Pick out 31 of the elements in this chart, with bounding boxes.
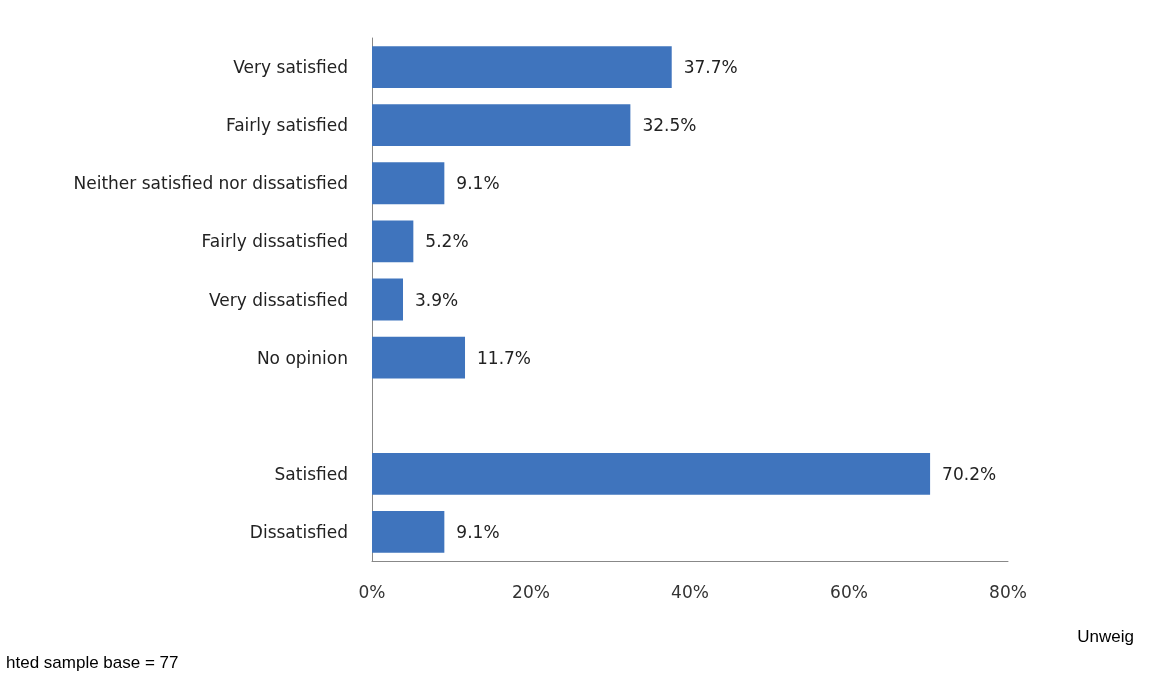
y-tick-label: Dissatisfied xyxy=(249,521,348,542)
data-label: 9.1% xyxy=(456,521,500,542)
bar xyxy=(372,46,672,88)
y-tick-label: No opinion xyxy=(256,347,348,368)
data-label: 37.7% xyxy=(683,57,738,78)
y-tick-label: Fairly satisfied xyxy=(225,115,348,136)
y-tick-label: Fairly dissatisfied xyxy=(201,231,348,252)
bar xyxy=(372,104,631,147)
bar xyxy=(372,336,466,379)
data-label: 70.2% xyxy=(942,463,997,484)
x-tick-label: 60% xyxy=(830,581,868,602)
y-tick-label: Very satisfied xyxy=(233,57,348,78)
y-tick-label: Very dissatisfied xyxy=(208,289,348,310)
y-tick-label: Satisfied xyxy=(274,463,348,484)
bar xyxy=(372,220,414,263)
text: Unweig xyxy=(1077,627,1135,646)
data-label: 9.1% xyxy=(456,173,500,194)
x-tick-label: 40% xyxy=(671,581,709,602)
x-tick-label: 80% xyxy=(989,581,1027,602)
bar xyxy=(372,162,445,205)
bar xyxy=(372,511,445,553)
data-label: 32.5% xyxy=(642,115,697,136)
y-tick-label: Neither satisfied nor dissatisfied xyxy=(73,173,348,194)
bar xyxy=(372,452,931,495)
data-label: 11.7% xyxy=(477,347,532,368)
x-tick-label: 20% xyxy=(512,581,550,602)
data-label: 3.9% xyxy=(415,289,459,310)
data-label: 5.2% xyxy=(425,231,469,252)
x-tick-label: 0% xyxy=(358,581,386,602)
text: hted sample base = 77 xyxy=(6,653,179,672)
bar xyxy=(372,278,404,321)
